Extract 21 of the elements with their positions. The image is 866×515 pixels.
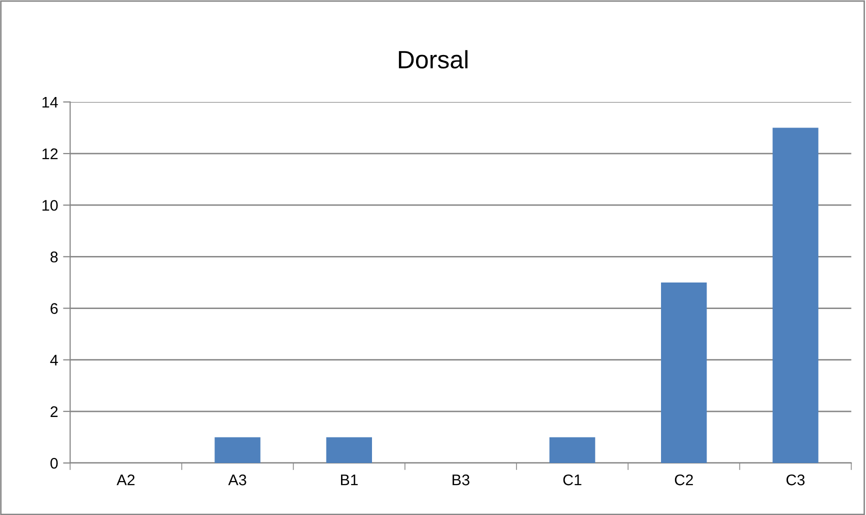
bar bbox=[214, 437, 260, 463]
chart-title: Dorsal bbox=[398, 50, 468, 69]
x-tick-label: A2 bbox=[116, 474, 135, 486]
x-tick-label: C1 bbox=[563, 474, 582, 486]
y-tick-label: 10 bbox=[42, 200, 58, 211]
bar bbox=[326, 437, 372, 463]
y-tick-label: 0 bbox=[50, 458, 58, 469]
bar bbox=[772, 128, 818, 463]
x-tick-label: B1 bbox=[341, 474, 358, 486]
bar bbox=[549, 437, 596, 463]
y-tick-label: 14 bbox=[42, 96, 58, 108]
bar bbox=[661, 282, 707, 463]
y-tick-label: 8 bbox=[50, 252, 58, 262]
x-tick-label: C2 bbox=[674, 474, 693, 486]
x-tick-label: B3 bbox=[452, 474, 470, 486]
y-tick-label: 4 bbox=[50, 354, 58, 366]
x-tick-label: A3 bbox=[228, 474, 246, 486]
y-tick-label: 6 bbox=[50, 303, 58, 314]
y-tick-label: 2 bbox=[50, 406, 58, 417]
x-tick-label: C3 bbox=[786, 474, 805, 486]
y-tick-label: 12 bbox=[42, 148, 58, 160]
